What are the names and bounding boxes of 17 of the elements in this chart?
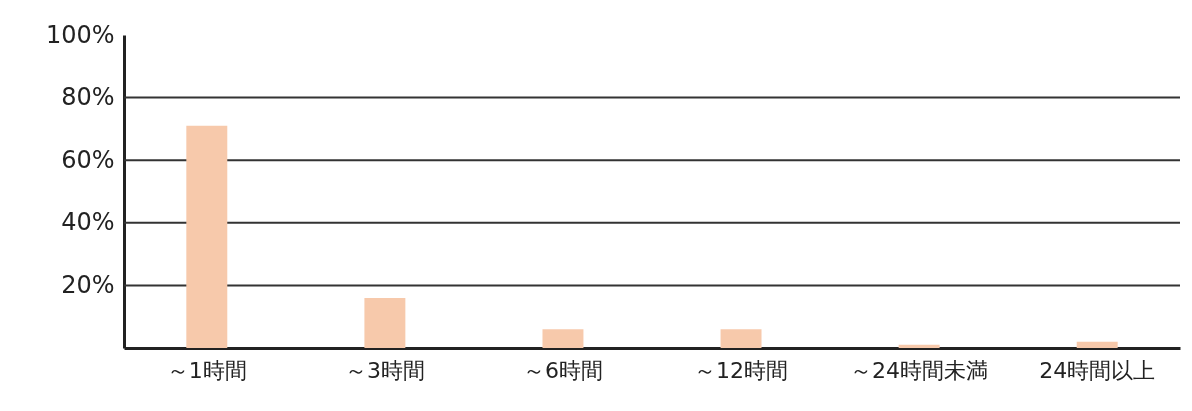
x-tick-label: ～1時間 xyxy=(166,357,247,383)
x-tick-label: ～3時間 xyxy=(344,357,425,383)
y-tick-label: 20% xyxy=(61,270,115,299)
bar xyxy=(186,125,228,348)
x-tick-label: ～6時間 xyxy=(522,357,603,383)
y-tick-label: 40% xyxy=(61,208,115,237)
bar xyxy=(898,344,940,348)
y-tick-label: 80% xyxy=(61,83,115,112)
bar xyxy=(364,297,406,348)
x-tick-label: ～24時間未満 xyxy=(850,357,989,383)
bar xyxy=(1076,341,1118,348)
y-tick-label: 60% xyxy=(61,145,115,174)
y-tick-label: 100% xyxy=(45,20,115,49)
bar xyxy=(720,329,762,348)
x-tick-label: ～12時間 xyxy=(694,357,789,383)
bar xyxy=(542,329,584,348)
x-tick-label: 24時間以上 xyxy=(1039,357,1156,383)
